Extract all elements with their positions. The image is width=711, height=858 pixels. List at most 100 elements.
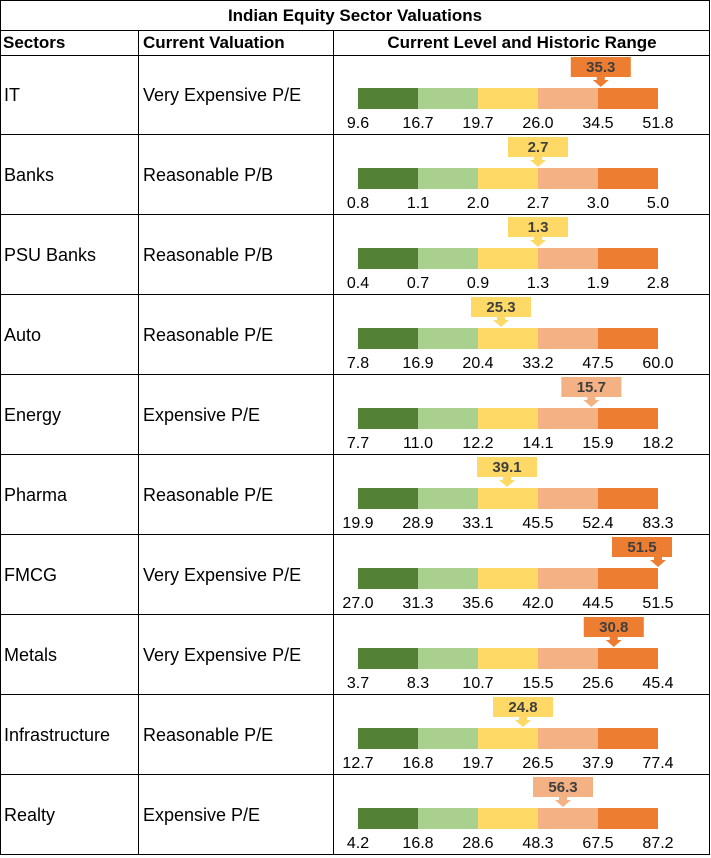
range-segment (478, 568, 538, 589)
current-value-label: 15.7 (577, 379, 606, 396)
tick-label: 10.7 (462, 675, 493, 692)
header-range: Current Level and Historic Range (387, 33, 657, 52)
tick-label: 1.1 (407, 195, 429, 212)
table-row: Realty Expensive P/E 4.2 16.8 28.6 48.3 67.5 87… (0, 775, 710, 855)
table-row: FMCG Very Expensive P/E 27.0 31.3 35.6 42.0 44… (0, 535, 710, 615)
header-current-valuation: Current Valuation (143, 33, 285, 52)
grid-hline (0, 454, 710, 455)
sector-name: Realty (4, 804, 56, 825)
range-segment (478, 648, 538, 669)
range-segment (538, 168, 598, 189)
tick-label: 34.5 (582, 115, 613, 132)
range-segment (478, 248, 538, 269)
current-value-callout (570, 57, 631, 77)
table-row: Pharma Reasonable P/E 19.9 28.9 33.1 45.5 52.4… (0, 455, 710, 535)
sector-name: Pharma (4, 484, 68, 505)
tick-label: 26.5 (522, 755, 553, 772)
range-segment (418, 248, 478, 269)
tick-label: 19.7 (462, 115, 493, 132)
current-value-callout (493, 697, 553, 717)
current-value-label: 35.3 (586, 59, 615, 76)
range-segment (598, 328, 658, 349)
range-bar-chart: 0.8 1.1 2.0 2.7 3.0 5.0 2.7 (347, 137, 669, 212)
valuation-label: Reasonable P/E (143, 324, 274, 345)
tick-label: 33.1 (462, 515, 493, 532)
range-segment (598, 168, 658, 189)
range-segment (598, 408, 658, 429)
table-row: Energy Expensive P/E 7.7 11.0 12.2 14.1 15.9 18… (0, 375, 710, 455)
range-segment (358, 488, 418, 509)
grid-hline (0, 134, 710, 135)
range-segment (418, 728, 478, 749)
range-segment (358, 248, 418, 269)
range-segment (358, 408, 418, 429)
range-segment (358, 328, 418, 349)
range-segment (598, 248, 658, 269)
current-value-arrow (592, 77, 609, 87)
tick-label: 2.7 (527, 195, 549, 212)
range-segment (538, 728, 598, 749)
tick-label: 11.0 (403, 435, 433, 452)
tick-label: 1.9 (587, 275, 609, 292)
grid-hline (0, 214, 710, 215)
tick-label: 7.7 (347, 435, 369, 452)
tick-label: 51.5 (642, 595, 673, 612)
valuation-label: Reasonable P/B (143, 164, 274, 185)
grid-hline (0, 854, 710, 855)
range-segment (538, 648, 598, 669)
range-segment (538, 488, 598, 509)
valuation-label: Expensive P/E (143, 404, 261, 425)
table-row: Metals Very Expensive P/E 3.7 8.3 10.7 15.5 25… (0, 615, 710, 695)
tick-label: 52.4 (582, 515, 613, 532)
current-value-arrow (555, 797, 571, 807)
tick-label: 35.6 (462, 595, 493, 612)
range-segment (418, 88, 478, 109)
tick-label: 16.8 (402, 755, 433, 772)
range-segment (358, 568, 418, 589)
tick-label: 19.9 (342, 515, 373, 532)
range-segment (358, 648, 418, 669)
grid-hline (0, 294, 710, 295)
tick-label: 42.0 (522, 595, 553, 612)
tick-label: 77.4 (642, 755, 673, 772)
range-segment (418, 168, 478, 189)
grid-hline (0, 374, 710, 375)
valuation-label: Very Expensive P/E (143, 644, 302, 665)
tick-label: 16.7 (402, 115, 433, 132)
range-segment (538, 88, 598, 109)
range-segment (598, 648, 658, 669)
range-bar-chart: 7.8 16.9 20.4 33.2 47.5 60.0 25.3 (347, 297, 674, 372)
tick-label: 26.0 (522, 115, 553, 132)
table-row: PSU Banks Reasonable P/B 0.4 0.7 0.9 1.3 1.9 2.… (0, 215, 710, 295)
range-segment (478, 168, 538, 189)
range-segment (598, 808, 658, 829)
range-segment (478, 328, 538, 349)
table-row: Infrastructure Reasonable P/E 12.7 16.8 19.7… (0, 695, 710, 775)
grid-vline (333, 31, 334, 855)
range-segment (478, 88, 538, 109)
tick-label: 83.3 (642, 515, 673, 532)
current-value-arrow (515, 717, 531, 727)
tick-label: 19.7 (462, 755, 493, 772)
range-segment (538, 568, 598, 589)
tick-label: 45.4 (642, 675, 673, 692)
range-segment (358, 88, 418, 109)
valuation-label: Very Expensive P/E (143, 84, 302, 105)
table-row: Auto Reasonable P/E 7.8 16.9 20.4 33.2 47.5 60.… (0, 295, 710, 375)
current-value-label: 30.8 (599, 619, 628, 636)
range-segment (478, 728, 538, 749)
range-segment (418, 568, 478, 589)
sector-name: Banks (4, 164, 55, 185)
current-value-callout (561, 377, 622, 397)
tick-label: 67.5 (582, 835, 613, 852)
tick-label: 2.0 (467, 195, 489, 212)
tick-label: 3.0 (587, 195, 609, 212)
sector-name: Auto (4, 324, 42, 345)
tick-label: 15.5 (522, 675, 553, 692)
range-bar-chart: 27.0 31.3 35.6 42.0 44.5 51.5 51.5 (342, 537, 674, 612)
tick-label: 2.8 (647, 275, 669, 292)
tick-label: 4.2 (347, 835, 369, 852)
current-value-callout (477, 457, 538, 477)
range-segment (478, 488, 538, 509)
tick-label: 45.5 (522, 515, 553, 532)
